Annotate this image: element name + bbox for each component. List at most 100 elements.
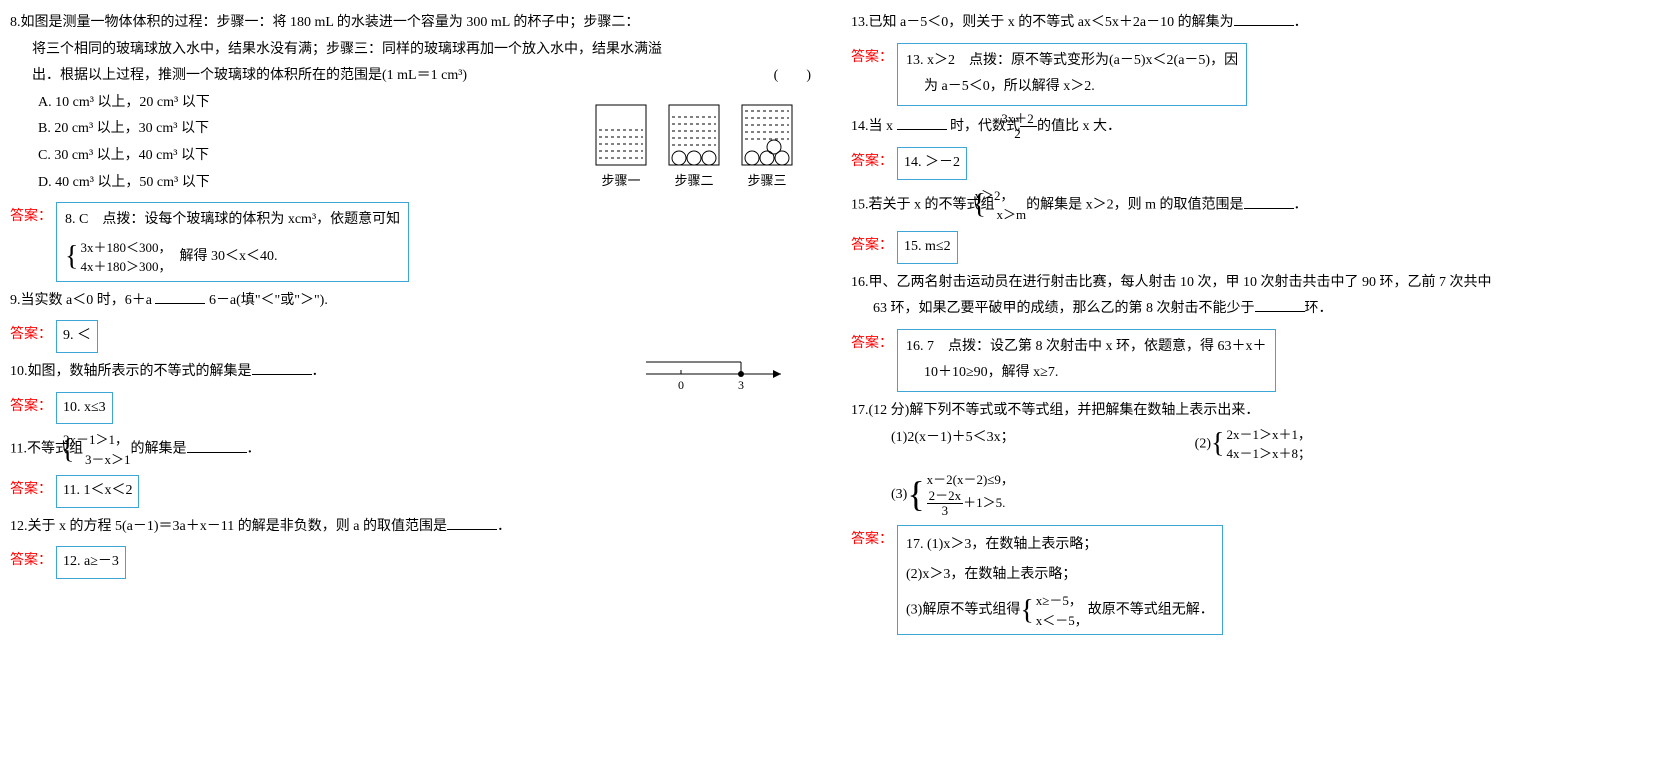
ans-label-13: 答案： [851,43,893,72]
ans-label-17: 答案： [851,525,893,554]
answer-14: 答案： 14. ＞－2 [851,147,1662,180]
q10-blank [252,360,312,375]
q17-s3-pre: (3) [891,486,907,501]
a8-sys-bot: 4x＋180＞300， [80,259,171,274]
q8-line2: 将三个相同的玻璃球放入水中，结果水没有满；步骤三：同样的玻璃球再加一个放入水中，… [10,37,821,64]
a17-l1: 17. (1)x＞3，在数轴上表示略； [906,530,1214,561]
q16-l1: 16.甲、乙两名射击运动员在进行射击比赛，每人射击 10 次，甲 10 次射击共… [851,270,1662,297]
q8-num: 8. [10,15,21,30]
q17-sub12: (1)2(x－1)＋5＜3x； (2){2x－1＞x＋1，4x－1＞x＋8； [851,425,1662,464]
a9-box: 9. ＜ [56,320,98,353]
answer-13: 答案： 13. x＞2 点拨：原不等式变形为(a－5)x＜2(a－5)，因 为 … [851,43,1662,106]
answer-16: 答案： 16. 7 点拨：设乙第 8 次射击中 x 环，依题意，得 63＋x＋ … [851,329,1662,392]
q17-s3-rest: ＋1＞5. [963,495,1005,510]
q17-s3-bot: 2－2x3＋1＞5. [927,495,1006,510]
ans-label-9: 答案： [10,320,52,349]
question-14: 14.当 x 时，代数式3x＋22的值比 x 大． [851,112,1662,142]
a17-l3-pre: (3)解原不等式组得 [906,603,1020,618]
q17-s2-pre: (2) [1195,436,1211,451]
answer-9: 答案： 9. ＜ [10,320,821,353]
ans-label-10: 答案： [10,392,52,421]
q8-line3: 出．根据以上过程，推测一个玻璃球的体积所在的范围是(1 mL＝1 cm³) [32,68,467,83]
q12-num: 12. [10,519,28,534]
beakers-svg: 步骤一 步骤二 步骤三 [591,100,801,200]
a13-box: 13. x＞2 点拨：原不等式变形为(a－5)x＜2(a－5)，因 为 a－5＜… [897,43,1247,106]
q9a: 当实数 a＜0 时，6＋a [21,293,156,308]
q14-num: 14. [851,119,869,134]
answer-11: 答案： 11. 1＜x＜2 [10,475,821,508]
question-8: 8.如图是测量一物体体积的过程：步骤一：将 180 mL 的水装进一个容量为 3… [10,10,821,196]
q15-top: x＞2， [975,188,1014,203]
q17-s3-frac-d: 3 [927,504,964,518]
a8-l1: 8. C 点拨：设每个玻璃球的体积为 xcm³，依题意可知 [65,207,400,234]
answer-12: 答案： 12. a≥－3 [10,546,821,579]
q11-bot: 3－x＞1 [85,452,131,467]
q17-s2-bot: 4x－1＞x＋8； [1226,446,1311,461]
a8-box: 8. C 点拨：设每个玻璃球的体积为 xcm³，依题意可知 { 3x＋180＜3… [56,202,409,282]
q11-blank [187,438,247,453]
q13b: ． [1294,15,1308,30]
a15-box: 15. m≤2 [897,231,958,264]
a17-l3-bot: x＜－5， [1036,613,1088,628]
q15-num: 15. [851,198,869,213]
svg-text:3: 3 [738,378,744,392]
a8-sys-mid: 解得 30＜x＜40. [179,244,277,271]
ans-label-11: 答案： [10,475,52,504]
answer-8: 答案： 8. C 点拨：设每个玻璃球的体积为 xcm³，依题意可知 { 3x＋1… [10,202,821,282]
q8-line3-wrap: 出．根据以上过程，推测一个玻璃球的体积所在的范围是(1 mL＝1 cm³) ( … [10,63,821,90]
a14-box: 14. ＞－2 [897,147,967,180]
a17-l2: (2)x＞3，在数轴上表示略； [906,560,1214,591]
q17-s2: (2){2x－1＞x＋1，4x－1＞x＋8； [1195,425,1311,464]
answer-17: 答案： 17. (1)x＞3，在数轴上表示略； (2)x＞3，在数轴上表示略； … [851,525,1662,636]
a10-box: 10. x≤3 [56,392,113,425]
ans-label-14: 答案： [851,147,893,176]
a8-sys: { 3x＋180＜300， 4x＋180＞300， 解得 30＜x＜40. [65,238,400,277]
a11-box: 11. 1＜x＜2 [56,475,139,508]
q8-line1: 8.如图是测量一物体体积的过程：步骤一：将 180 mL 的水装进一个容量为 3… [10,10,821,37]
q17-head: 17.(12 分)解下列不等式或不等式组，并把解集在数轴上表示出来． [851,398,1662,425]
a17-l3: (3)解原不等式组得{x≥－5，x＜－5，故原不等式组无解． [906,591,1214,630]
number-line: 0 3 [663,359,791,405]
q16-l2a: 63 环，如果乙要平破甲的成绩，那么乙的第 8 次射击不能少于 [873,301,1255,316]
question-17: 17.(12 分)解下列不等式或不等式组，并把解集在数轴上表示出来． (1)2(… [851,398,1662,519]
a13-l2: 为 a－5＜0，所以解得 x＞2. [906,74,1238,101]
q14c: 的值比 x 大． [1037,119,1121,134]
q9-num: 9. [10,293,21,308]
q11c: ． [247,442,261,457]
q15b: 的解集是 x＞2，则 m 的取值范围是 [1026,198,1243,213]
answer-15: 答案： 15. m≤2 [851,231,1662,264]
question-16: 16.甲、乙两名射击运动员在进行射击比赛，每人射击 10 次，甲 10 次射击共… [851,270,1662,323]
right-column: 13.已知 a－5＜0，则关于 x 的不等式 ax＜5x＋2a－10 的解集为．… [851,10,1662,641]
q17-text: (12 分)解下列不等式或不等式组，并把解集在数轴上表示出来． [869,403,1260,418]
q15-blank [1244,194,1294,209]
q14-frac-d: 2 [1020,127,1037,141]
q14a: 当 x [869,119,897,134]
q9-blank [155,289,205,304]
question-10: 10.如图，数轴所表示的不等式的解集是． 0 3 [10,359,821,386]
q11-top: 2x－1＞1， [63,432,128,447]
q13-num: 13. [851,15,869,30]
beaker2-label: 步骤二 [674,173,713,188]
beaker1-label: 步骤一 [601,173,640,188]
q9b: 6－a(填"＜"或"＞"). [205,293,327,308]
q10a: 如图，数轴所表示的不等式的解集是 [28,364,252,379]
question-13: 13.已知 a－5＜0，则关于 x 的不等式 ax＜5x＋2a－10 的解集为． [851,10,1662,37]
q16-num: 16. [851,275,869,290]
ans-label-16: 答案： [851,329,893,358]
q8-beakers: 步骤一 步骤二 步骤三 [591,100,801,211]
q16-l2: 63 环，如果乙要平破甲的成绩，那么乙的第 8 次射击不能少于环． [851,296,1662,323]
question-11: 11.不等式组{2x－1＞1，3－x＞1的解集是． [10,430,821,469]
q15-bot: x＞m [997,207,1027,222]
q14-frac: 3x＋22 [1020,112,1037,142]
a17-l3-top: x≥－5， [1036,593,1082,608]
a8-sys-top: 3x＋180＜300， [80,240,171,255]
svg-text:0: 0 [678,378,684,392]
a17-box: 17. (1)x＞3，在数轴上表示略； (2)x＞3，在数轴上表示略； (3)解… [897,525,1223,636]
q8-paren: ( ) [774,63,811,90]
q17-s3-top: x－2(x－2)≤9， [927,472,1014,487]
question-9: 9.当实数 a＜0 时，6＋a 6－a(填"＜"或"＞"). [10,288,821,315]
q10b: ． [312,364,326,379]
q17-s3: (3){ x－2(x－2)≤9， 2－2x3＋1＞5. [851,470,1662,519]
a12-box: 12. a≥－3 [56,546,126,579]
q8-text1: 如图是测量一物体体积的过程：步骤一：将 180 mL 的水装进一个容量为 300… [21,15,640,30]
